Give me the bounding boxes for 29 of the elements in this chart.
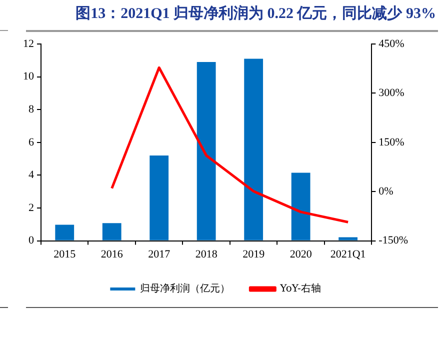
x-tick-label: 2021Q1 xyxy=(330,248,366,260)
chart-title: 图13：2021Q1 归母净利润为 0.22 亿元，同比减少 93% xyxy=(74,4,436,23)
bar xyxy=(338,237,358,240)
y2-tick-label: 150% xyxy=(378,136,404,148)
bar xyxy=(291,172,310,240)
y2-tick-label: 0% xyxy=(378,185,394,198)
legend-label: YoY-右轴 xyxy=(279,282,321,295)
x-tick-label: 2019 xyxy=(242,248,266,260)
y-tick-label: 8 xyxy=(28,103,34,116)
y-tick-label: 12 xyxy=(23,38,34,50)
y-tick-label: 2 xyxy=(28,202,34,214)
x-tick-label: 2016 xyxy=(100,248,124,260)
y-tick-label: 6 xyxy=(28,136,34,148)
x-tick-label: 2015 xyxy=(54,248,76,260)
bar xyxy=(150,156,169,240)
y-tick-label: 0 xyxy=(28,234,34,247)
y-tick-label: 4 xyxy=(28,169,34,182)
bar xyxy=(102,223,122,240)
bar xyxy=(196,62,216,240)
legend-label: 归母净利润（亿元） xyxy=(140,282,230,295)
y2-tick-label: -150% xyxy=(378,234,408,247)
y2-tick-label: 300% xyxy=(378,87,404,100)
x-tick-label: 2020 xyxy=(290,248,312,260)
x-tick-label: 2018 xyxy=(195,248,218,260)
y2-tick-label: 450% xyxy=(378,38,404,50)
bar xyxy=(244,58,264,240)
bar xyxy=(55,224,74,240)
x-tick-label: 2017 xyxy=(148,248,171,260)
y-tick-label: 10 xyxy=(23,70,34,83)
